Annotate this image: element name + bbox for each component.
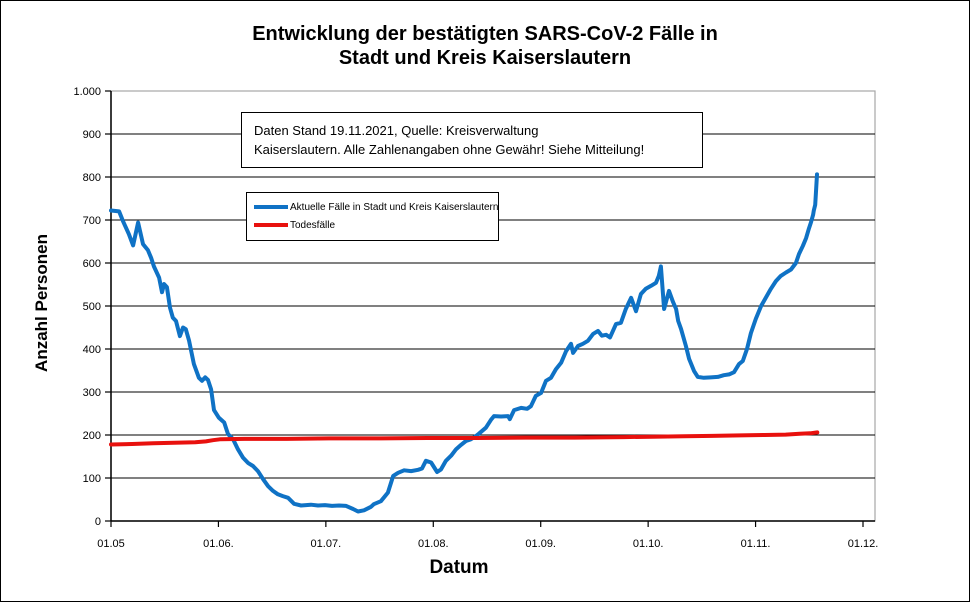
- svg-text:01.06.: 01.06.: [203, 538, 234, 550]
- active-cases-legend-label: Aktuelle Fälle in Stadt und Kreis Kaiser…: [290, 201, 499, 213]
- svg-text:01.08.: 01.08.: [418, 538, 449, 550]
- svg-text:900: 900: [83, 129, 101, 141]
- deaths-legend-label: Todesfälle: [290, 219, 336, 231]
- svg-text:01.07.: 01.07.: [311, 538, 342, 550]
- svg-text:01.12.: 01.12.: [848, 538, 879, 550]
- svg-text:600: 600: [83, 258, 101, 270]
- svg-text:500: 500: [83, 301, 101, 313]
- svg-text:0: 0: [95, 516, 101, 528]
- legend: Aktuelle Fälle in Stadt und Kreis Kaiser…: [246, 192, 499, 241]
- active-cases-line-swatch: [254, 205, 288, 209]
- deaths-line-swatch: [254, 223, 288, 227]
- legend-item-deaths: Todesfälle: [254, 216, 494, 234]
- annotation-line2: Kaiserslautern. Alle Zahlenangaben ohne …: [254, 142, 645, 157]
- chart-title: Entwicklung der bestätigten SARS-CoV-2 F…: [1, 22, 969, 70]
- svg-text:01.11.: 01.11.: [741, 538, 771, 550]
- svg-text:1.000: 1.000: [73, 86, 101, 98]
- legend-item-active-cases: Aktuelle Fälle in Stadt und Kreis Kaiser…: [254, 198, 498, 216]
- annotation-box: Daten Stand 19.11.2021, Quelle: Kreisver…: [241, 112, 703, 168]
- svg-text:200: 200: [83, 430, 101, 442]
- svg-text:300: 300: [83, 387, 101, 399]
- svg-text:01.09.: 01.09.: [525, 538, 556, 550]
- chart-title-line2: Stadt und Kreis Kaiserslautern: [338, 47, 632, 69]
- svg-text:100: 100: [83, 473, 101, 485]
- svg-text:700: 700: [83, 215, 101, 227]
- svg-text:400: 400: [83, 344, 101, 356]
- annotation-line1: Daten Stand 19.11.2021, Quelle: Kreisver…: [254, 123, 539, 138]
- svg-text:01.05: 01.05: [97, 538, 125, 550]
- chart-title-line1: Entwicklung der bestätigten SARS-CoV-2 F…: [252, 23, 718, 45]
- svg-text:800: 800: [83, 172, 101, 184]
- svg-text:01.10.: 01.10.: [633, 538, 664, 550]
- x-axis-title: Datum: [429, 557, 489, 578]
